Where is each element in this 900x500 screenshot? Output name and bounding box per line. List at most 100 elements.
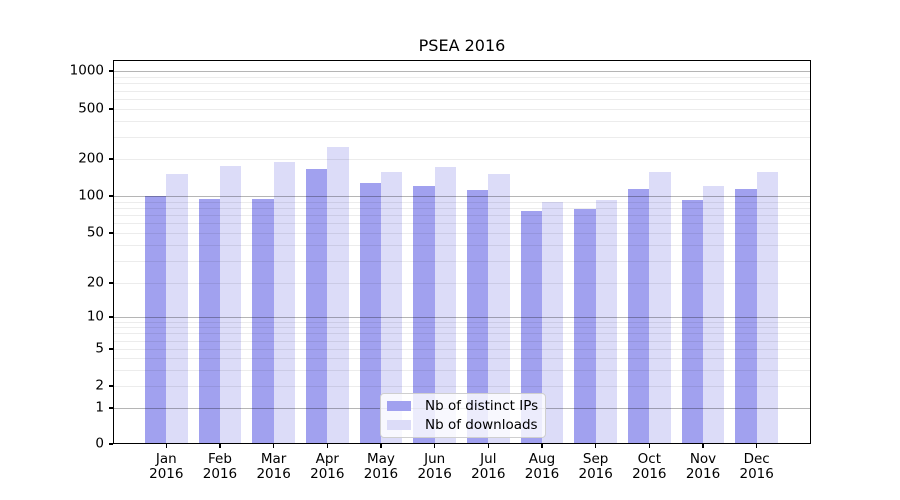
y-tick-mark — [109, 108, 113, 110]
gridline-minor — [113, 369, 811, 371]
y-tick-label: 200 — [78, 150, 104, 167]
bars-layer — [113, 60, 811, 444]
y-tick-mark — [109, 348, 113, 350]
gridline-minor — [113, 283, 811, 284]
bar-downloads-oct — [649, 172, 671, 444]
bar-downloads-aug — [541, 202, 564, 444]
legend: Nb of distinct IPs Nb of downloads — [380, 393, 546, 438]
bar-distinct-ips-dec — [735, 188, 757, 444]
gridline-minor — [113, 99, 811, 100]
x-tick-mark — [595, 444, 597, 448]
gridline-minor — [113, 245, 811, 247]
x-tick-mark — [273, 444, 275, 448]
bar-downloads-jun — [434, 167, 457, 444]
legend-item-downloads: Nb of downloads — [387, 417, 538, 433]
gridline-minor — [113, 109, 811, 110]
bar-distinct-ips-mar — [252, 198, 274, 444]
gridline-minor — [113, 215, 811, 217]
gridline-minor — [113, 159, 811, 160]
gridline-minor — [113, 321, 811, 323]
bar-downloads-feb — [219, 166, 242, 444]
bar-distinct-ips-apr — [305, 169, 328, 444]
y-tick-mark — [109, 385, 113, 387]
gridline-minor — [113, 121, 811, 123]
x-tick-label-may: May 2016 — [363, 451, 399, 482]
y-tick-mark — [109, 407, 113, 409]
x-tick-mark — [326, 444, 328, 448]
legend-item-distinct-ips: Nb of distinct IPs — [387, 398, 538, 414]
gridline-minor — [113, 340, 811, 342]
gridline-minor — [113, 327, 811, 329]
legend-swatch-icon — [387, 420, 411, 430]
x-tick-label-jan: Jan 2016 — [149, 451, 184, 482]
bar-downloads-dec — [756, 172, 779, 444]
gridline-minor — [113, 201, 811, 203]
x-tick-label-aug: Aug 2016 — [524, 451, 560, 482]
bar-distinct-ips-feb — [198, 198, 220, 444]
bar-downloads-may — [380, 171, 403, 444]
gridline-minor — [113, 358, 811, 359]
gridline-minor — [113, 76, 811, 78]
x-tick-mark — [380, 444, 382, 448]
bar-downloads-sep — [595, 199, 618, 444]
bar-downloads-apr — [327, 147, 349, 444]
x-tick-label-jun: Jun 2016 — [417, 451, 452, 482]
x-tick-label-nov: Nov 2016 — [685, 451, 721, 482]
gridline-major — [113, 71, 811, 72]
gridline-minor — [113, 333, 811, 335]
gridline-minor — [113, 90, 811, 92]
y-tick-label: 100 — [78, 187, 104, 204]
bar-distinct-ips-jun — [413, 186, 435, 444]
gridline-minor — [113, 386, 811, 387]
bar-downloads-mar — [273, 161, 296, 444]
y-tick-label: 1 — [95, 399, 104, 416]
x-tick-mark — [541, 444, 543, 448]
gridline-minor — [113, 260, 811, 262]
x-tick-label-sep: Sep 2016 — [578, 451, 613, 482]
x-tick-label-apr: Apr 2016 — [310, 451, 345, 482]
x-tick-mark — [165, 444, 167, 448]
bar-downloads-nov — [703, 186, 725, 444]
y-tick-label: 20 — [86, 274, 104, 291]
x-tick-mark — [434, 444, 436, 448]
y-tick-label: 10 — [86, 308, 104, 325]
bar-downloads-jul — [488, 174, 510, 444]
x-tick-mark — [487, 444, 489, 448]
x-tick-label-jul: Jul 2016 — [471, 451, 506, 482]
x-tick-mark — [702, 444, 704, 448]
gridline-minor — [113, 233, 811, 234]
gridline-minor — [113, 223, 811, 225]
y-tick-label: 500 — [78, 100, 104, 117]
y-tick-label: 50 — [86, 224, 104, 241]
gridline-major — [113, 317, 811, 318]
gridline-major — [113, 196, 811, 197]
y-tick-mark — [109, 316, 113, 318]
y-tick-label: 0 — [95, 435, 104, 452]
bar-distinct-ips-aug — [520, 211, 542, 444]
x-tick-label-oct: Oct 2016 — [632, 451, 667, 482]
y-tick-mark — [109, 443, 113, 445]
y-tick-label: 2 — [95, 377, 104, 394]
bar-distinct-ips-jan — [144, 196, 167, 444]
y-tick-label: 1000 — [69, 62, 104, 79]
y-axis: 0 1 2 5 10 20 50 100 200 500 1000 — [0, 0, 113, 500]
x-tick-label-mar: Mar 2016 — [256, 451, 291, 482]
bar-downloads-jan — [166, 173, 188, 444]
gridline-minor — [113, 83, 811, 85]
x-tick-mark — [756, 444, 758, 448]
bar-distinct-ips-sep — [574, 209, 596, 444]
x-tick-label-feb: Feb 2016 — [202, 451, 238, 482]
y-tick-mark — [109, 158, 113, 160]
bar-distinct-ips-jul — [466, 189, 489, 444]
grid-layer — [113, 60, 811, 444]
y-tick-mark — [109, 70, 113, 72]
legend-swatch-icon — [387, 401, 411, 411]
x-tick-label-dec: Dec 2016 — [739, 451, 774, 482]
legend-label: Nb of downloads — [425, 417, 538, 433]
y-tick-mark — [109, 282, 113, 284]
bar-distinct-ips-may — [359, 182, 381, 444]
y-tick-mark — [109, 232, 113, 234]
gridline-minor — [113, 136, 811, 138]
